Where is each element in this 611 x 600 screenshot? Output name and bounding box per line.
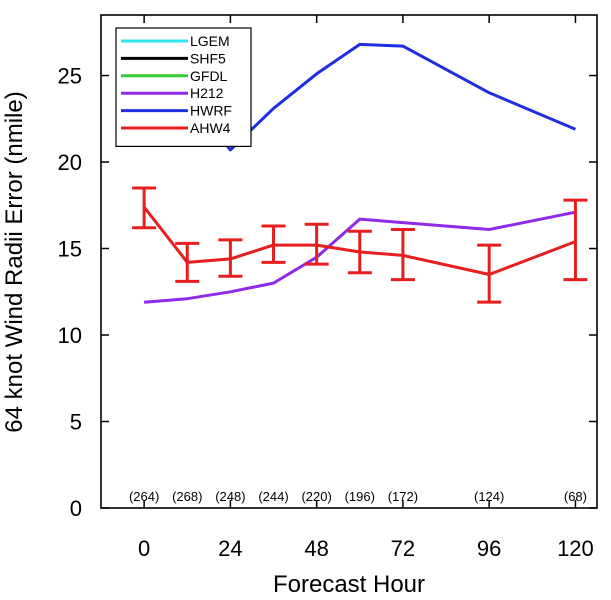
sample-count-label: (220) bbox=[301, 489, 331, 504]
error-bar-ahw4 bbox=[175, 241, 200, 283]
legend-label-h212: H212 bbox=[190, 85, 224, 101]
error-bar-ahw4 bbox=[261, 224, 286, 264]
legend-label-lgem: LGEM bbox=[190, 33, 230, 49]
y-tick-label: 25 bbox=[58, 64, 82, 89]
sample-count-label: (244) bbox=[258, 489, 288, 504]
error-bar-ahw4 bbox=[477, 243, 502, 304]
error-bar-ahw4 bbox=[218, 238, 243, 278]
sample-count-label: (248) bbox=[215, 489, 245, 504]
sample-count-label: (172) bbox=[388, 489, 418, 504]
y-tick-label: 15 bbox=[58, 237, 82, 262]
sample-count-label: (68) bbox=[564, 489, 587, 504]
y-axis-title: 64 knot Wind Radii Error (nmile) bbox=[1, 91, 28, 432]
error-bar-ahw4 bbox=[132, 186, 157, 230]
legend-label-hwrf: HWRF bbox=[190, 103, 232, 119]
x-tick-label: 24 bbox=[218, 536, 242, 561]
error-bar-ahw4 bbox=[304, 222, 329, 266]
plot-frame bbox=[100, 14, 598, 509]
error-bar-ahw4 bbox=[347, 229, 372, 275]
x-tick-label: 96 bbox=[477, 536, 501, 561]
x-tick-label: 120 bbox=[557, 536, 594, 561]
axes: 0 24 48 72 96 120 0 5 10 15 20 25 bbox=[58, 15, 597, 561]
x-tick-label: 0 bbox=[138, 536, 150, 561]
legend-label-ahw4: AHW4 bbox=[190, 120, 231, 136]
x-axis-title: Forecast Hour bbox=[273, 571, 425, 598]
x-tick-label: 72 bbox=[391, 536, 415, 561]
sample-count-labels: (264) (268) (248) (244) (220) (196) (172) (124)… bbox=[129, 489, 587, 504]
legend-label-shf5: SHF5 bbox=[190, 50, 226, 66]
x-tick-label: 48 bbox=[304, 536, 328, 561]
error-bar-ahw4 bbox=[563, 198, 588, 282]
sample-count-label: (264) bbox=[129, 489, 159, 504]
y-tick-label: 20 bbox=[58, 150, 82, 175]
error-bar-ahw4 bbox=[390, 227, 415, 282]
legend-label-gfdl: GFDL bbox=[190, 68, 228, 84]
sample-count-label: (268) bbox=[172, 489, 202, 504]
sample-count-label: (124) bbox=[474, 489, 504, 504]
y-tick-label: 0 bbox=[70, 496, 82, 521]
sample-count-label: (196) bbox=[345, 489, 375, 504]
y-tick-label: 10 bbox=[58, 323, 82, 348]
y-tick-label: 5 bbox=[70, 410, 82, 435]
